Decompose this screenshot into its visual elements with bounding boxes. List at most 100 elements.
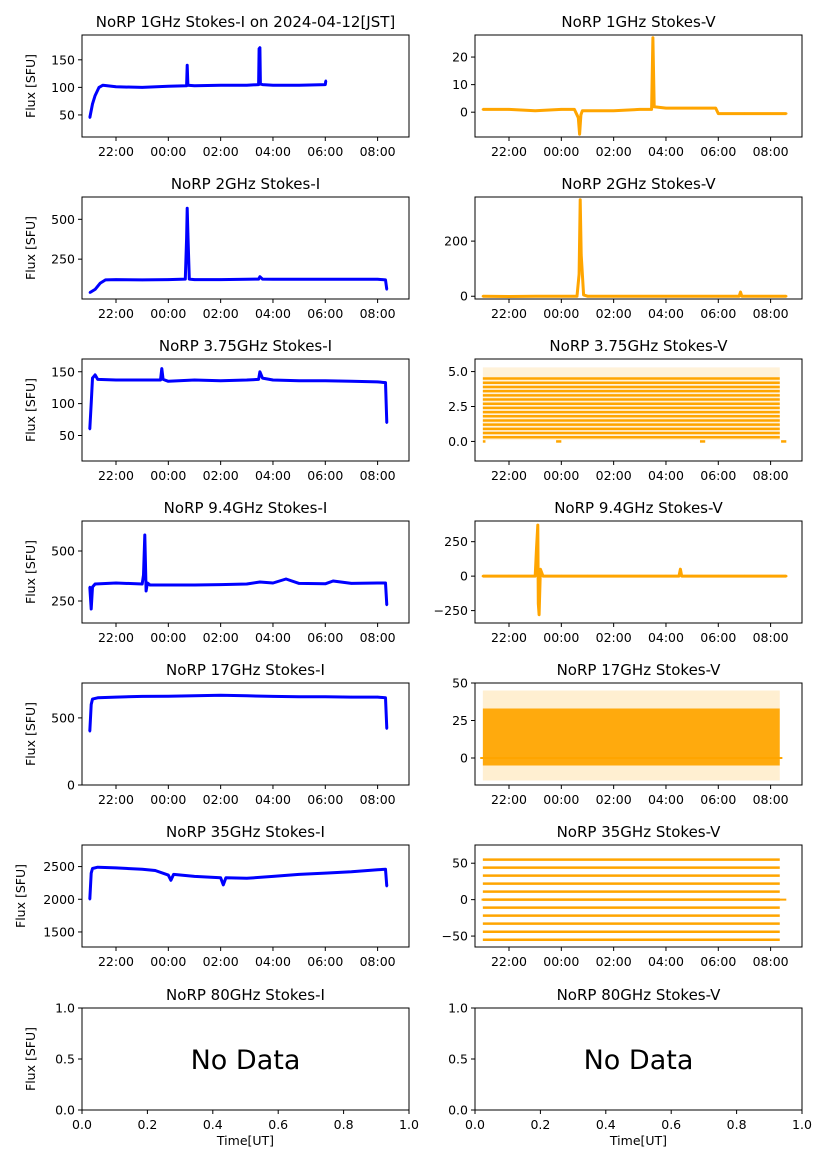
chart-title: NoRP 35GHz Stokes-I	[166, 823, 325, 841]
no-data-annotation: No Data	[584, 1045, 694, 1076]
x-tick-label: 04:00	[255, 144, 291, 159]
data-point	[507, 295, 511, 298]
y-tick-label: 50	[59, 428, 75, 443]
data-point	[297, 278, 301, 281]
plot-area	[480, 690, 783, 781]
data-point	[350, 582, 353, 585]
data-point	[586, 574, 589, 578]
data-point	[638, 108, 642, 111]
data-point	[245, 582, 249, 586]
data-point	[88, 898, 92, 901]
y-tick-label: 500	[51, 544, 75, 559]
data-point	[582, 293, 585, 297]
x-tick-label: 02:00	[596, 468, 632, 483]
y-axis-label: Flux [SFU]	[23, 216, 38, 280]
data-point	[385, 421, 388, 424]
data-point	[140, 278, 144, 282]
data-point	[385, 288, 388, 291]
x-tick-label: 08:00	[360, 792, 396, 807]
x-tick-label: 1.0	[792, 1117, 812, 1132]
data-point	[638, 574, 642, 578]
panel-p5i: 0 500 22:00 00:00 02:00 04:00 06:00 08:00 NoRP 1…	[23, 661, 410, 807]
panel-p6i: 1500 2000 2500 22:00 00:00 02:00 04:00 06:00 08:…	[13, 823, 410, 969]
x-tick-label: 22:00	[98, 144, 134, 159]
y-tick-label: −50	[442, 929, 468, 944]
panel-p6v: −50 0 50 22:00 00:00 02:00 04:00 06:00 08:00 NoRP…	[442, 823, 803, 969]
data-point	[93, 94, 97, 97]
data-point	[785, 112, 788, 115]
data-point	[140, 695, 144, 698]
data-point	[88, 730, 92, 733]
y-tick-label: 250	[51, 594, 75, 609]
plot-area	[88, 206, 389, 294]
data-point	[245, 877, 249, 880]
data-point	[350, 380, 353, 383]
data-point	[717, 295, 720, 298]
data-point	[91, 102, 94, 106]
data-point	[680, 574, 683, 578]
data-point	[167, 380, 170, 383]
data-point	[297, 83, 301, 87]
data-point	[169, 879, 173, 882]
panel-p7i: 0.0 0.5 1.0 0.0 0.2 0.4 0.6 0.8 1.0 NoRP 80GHz St…	[23, 986, 419, 1148]
x-tick-label: 08:00	[753, 792, 789, 807]
data-point	[740, 295, 744, 298]
data-point	[577, 272, 581, 276]
x-axis-label: Time[UT]	[216, 1133, 274, 1148]
data-point	[99, 281, 102, 285]
data-point	[245, 378, 249, 382]
data-point	[539, 568, 542, 571]
data-point	[154, 869, 157, 872]
y-tick-label: 5.0	[448, 364, 468, 379]
y-axis-label: Flux [SFU]	[23, 702, 38, 766]
x-tick-label: 02:00	[596, 792, 632, 807]
data-point	[385, 727, 388, 730]
data-point	[271, 378, 275, 382]
data-point	[664, 295, 668, 298]
x-tick-label: 08:00	[360, 630, 396, 645]
data-point	[193, 378, 196, 382]
data-point	[331, 579, 335, 583]
data-point	[222, 883, 225, 887]
x-tick-label: 08:00	[360, 954, 396, 969]
x-tick-label: 04:00	[648, 468, 684, 483]
chart-title: NoRP 1GHz Stokes-I on 2024-04-12[JST]	[96, 13, 396, 31]
x-tick-label: 0.8	[727, 1117, 747, 1132]
data-point	[376, 380, 379, 384]
data-point	[185, 64, 189, 67]
x-tick-label: 02:00	[203, 144, 239, 159]
y-tick-label: 0.0	[55, 1103, 75, 1118]
y-tick-label: 200	[444, 234, 468, 249]
x-tick-label: 06:00	[307, 954, 343, 969]
x-tick-label: 00:00	[150, 792, 186, 807]
x-tick-label: 06:00	[307, 468, 343, 483]
y-tick-label: 2500	[43, 859, 75, 874]
x-tick-label: 00:00	[150, 468, 186, 483]
data-point	[114, 278, 118, 281]
data-point	[690, 574, 694, 578]
data-point	[159, 378, 162, 382]
data-point	[261, 83, 264, 86]
data-point	[257, 378, 260, 381]
x-tick-label: 06:00	[307, 306, 343, 321]
plot-area	[88, 367, 389, 431]
axes-frame	[81, 358, 410, 462]
data-point	[101, 83, 105, 87]
x-tick-label: 22:00	[98, 306, 134, 321]
plot-area	[481, 198, 788, 298]
x-tick-label: 00:00	[150, 144, 186, 159]
data-point	[580, 253, 583, 257]
y-tick-label: 150	[51, 52, 75, 67]
data-point	[219, 278, 222, 281]
data-point	[578, 133, 581, 136]
data-point	[384, 696, 387, 699]
data-point	[193, 875, 196, 878]
series-line	[482, 198, 787, 298]
data-point	[690, 295, 694, 298]
x-tick-label: 02:00	[203, 630, 239, 645]
x-tick-label: 22:00	[98, 630, 134, 645]
y-tick-label: 250	[51, 252, 75, 267]
plot-area	[481, 858, 787, 941]
x-tick-label: 02:00	[596, 630, 632, 645]
plot-area	[481, 36, 788, 136]
